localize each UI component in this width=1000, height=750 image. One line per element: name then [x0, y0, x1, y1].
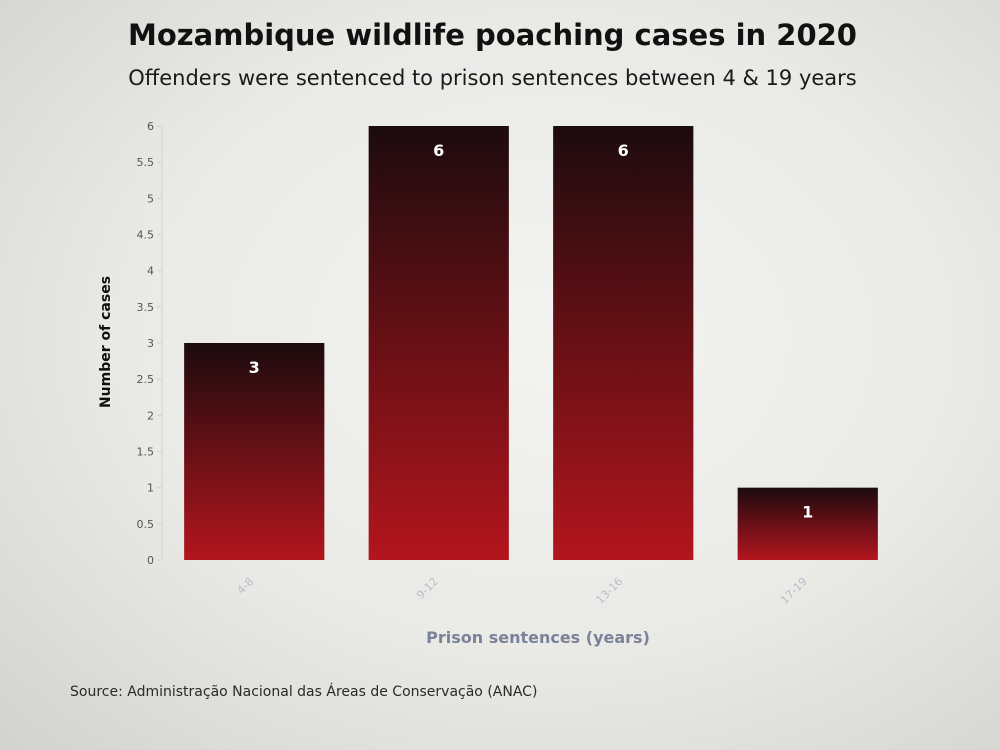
bars: 3 6 6 1 [184, 126, 878, 560]
y-tick-label: 4.5 [137, 229, 155, 242]
y-tick-label: 2 [147, 409, 154, 422]
y-tick-label: 2.5 [137, 373, 155, 386]
y-tick-label: 5.5 [137, 156, 155, 169]
x-tick-label: 13-16 [594, 575, 626, 607]
x-tick-label: 9-12 [414, 575, 441, 602]
chart-subtitle: Offenders were sentenced to prison sente… [128, 66, 857, 90]
source-note: Source: Administração Nacional das Áreas… [70, 684, 538, 700]
bar [737, 487, 878, 560]
chart-title: Mozambique wildlife poaching cases in 20… [128, 18, 857, 52]
x-axis: 4-8 9-12 13-16 17-19 [234, 575, 809, 607]
x-axis-label: Prison sentences (years) [426, 628, 650, 647]
bar-value-label: 6 [433, 141, 444, 160]
y-tick-label: 0.5 [137, 518, 155, 531]
bar [184, 343, 325, 560]
y-tick-label: 0 [147, 554, 154, 567]
x-tick-label: 17-19 [778, 575, 810, 607]
y-tick-label: 1.5 [137, 446, 155, 459]
y-tick-label: 5 [147, 192, 154, 205]
y-tick-label: 1 [147, 482, 154, 495]
y-tick-label: 3.5 [137, 301, 155, 314]
y-tick-label: 4 [147, 265, 154, 278]
y-tick-label: 3 [147, 337, 154, 350]
bar-value-label: 6 [618, 141, 629, 160]
bar [553, 126, 694, 560]
bar [368, 126, 509, 560]
x-tick-label: 4-8 [234, 575, 256, 597]
bar-value-label: 1 [802, 503, 813, 522]
y-tick-label: 6 [147, 120, 154, 133]
bar-value-label: 3 [249, 358, 260, 377]
y-axis: 0 0.5 1 1.5 2 2.5 3 3.5 4 4.5 5 5.5 6 [137, 120, 163, 567]
y-axis-label: Number of cases [98, 276, 114, 408]
